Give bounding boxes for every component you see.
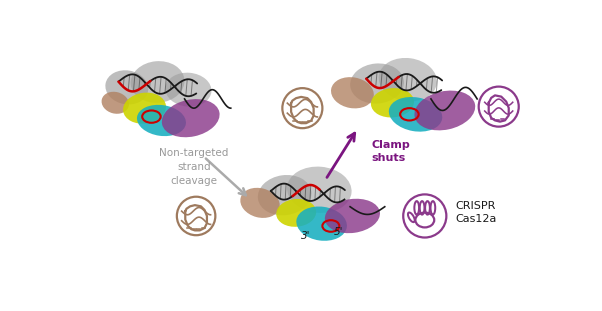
- Text: 3': 3': [302, 231, 311, 241]
- Ellipse shape: [166, 73, 211, 107]
- Ellipse shape: [296, 207, 347, 241]
- Ellipse shape: [350, 63, 404, 104]
- Ellipse shape: [379, 58, 437, 101]
- Ellipse shape: [371, 88, 414, 118]
- Ellipse shape: [105, 70, 148, 104]
- Ellipse shape: [131, 61, 185, 103]
- Text: 5': 5': [334, 227, 343, 237]
- Ellipse shape: [331, 77, 374, 108]
- Text: Clamp
shuts: Clamp shuts: [371, 140, 411, 163]
- Ellipse shape: [240, 188, 280, 218]
- Ellipse shape: [137, 105, 186, 136]
- Ellipse shape: [389, 97, 442, 132]
- Ellipse shape: [123, 93, 166, 124]
- Text: CRISPR
Cas12a: CRISPR Cas12a: [456, 201, 497, 225]
- Ellipse shape: [287, 167, 352, 213]
- Ellipse shape: [102, 92, 129, 114]
- Text: Non-targeted
strand
cleavage: Non-targeted strand cleavage: [159, 148, 229, 186]
- Ellipse shape: [276, 199, 316, 227]
- Ellipse shape: [325, 199, 380, 233]
- Ellipse shape: [258, 175, 311, 215]
- Ellipse shape: [414, 91, 475, 130]
- Ellipse shape: [162, 99, 220, 137]
